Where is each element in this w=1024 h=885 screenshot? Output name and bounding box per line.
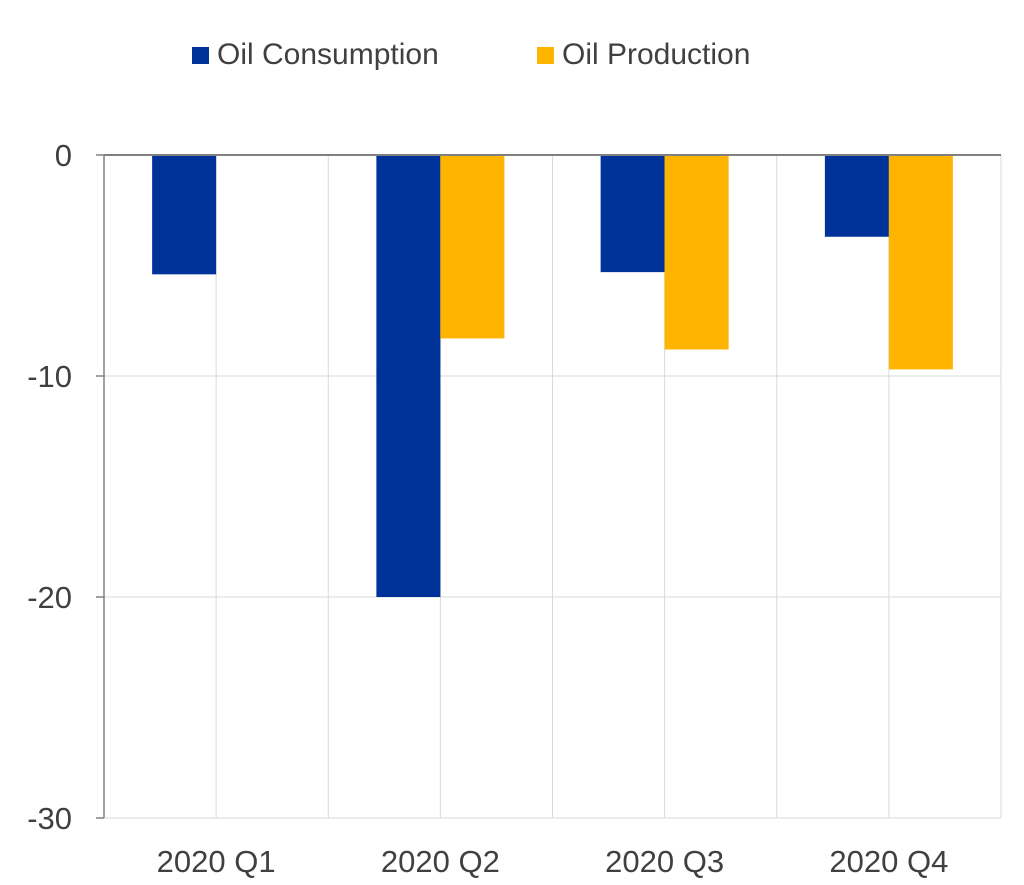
x-tick-label: 2020 Q2	[381, 844, 500, 879]
legend-label-oil-production: Oil Production	[562, 38, 751, 71]
legend-swatch-oil-production	[537, 46, 554, 64]
x-tick-label: 2020 Q3	[605, 844, 724, 879]
chart-legend: Oil Consumption Oil Production	[0, 38, 1024, 82]
bar-oil-consumption-2	[376, 155, 441, 597]
labels-layer: 0 -10 -20 -30 2020 Q1 2020 Q2 2020 Q3 2020 Q4	[27, 138, 948, 879]
legend-swatch-oil-consumption	[192, 46, 209, 64]
bar-oil-production-4	[888, 155, 953, 370]
x-tick-label: 2020 Q4	[829, 844, 948, 879]
legend-item-oil-consumption: Oil Consumption	[192, 38, 439, 72]
legend-label-oil-consumption: Oil Consumption	[217, 38, 439, 71]
y-tick-label: -30	[27, 801, 72, 836]
bar-oil-production-3	[664, 155, 729, 350]
bar-oil-consumption-1	[152, 155, 217, 275]
y-tick-label: -20	[27, 580, 72, 615]
bar-oil-consumption-3	[600, 155, 665, 273]
y-tick-label: -10	[27, 359, 72, 394]
axis-layer	[96, 154, 1001, 819]
legend-item-oil-production: Oil Production	[537, 38, 750, 72]
bars-layer	[152, 155, 953, 597]
bar-oil-consumption-4	[824, 155, 889, 237]
x-tick-label: 2020 Q1	[157, 844, 276, 879]
grid-layer	[104, 155, 1002, 819]
bar-oil-production-2	[440, 155, 505, 339]
y-tick-label: 0	[55, 138, 72, 173]
